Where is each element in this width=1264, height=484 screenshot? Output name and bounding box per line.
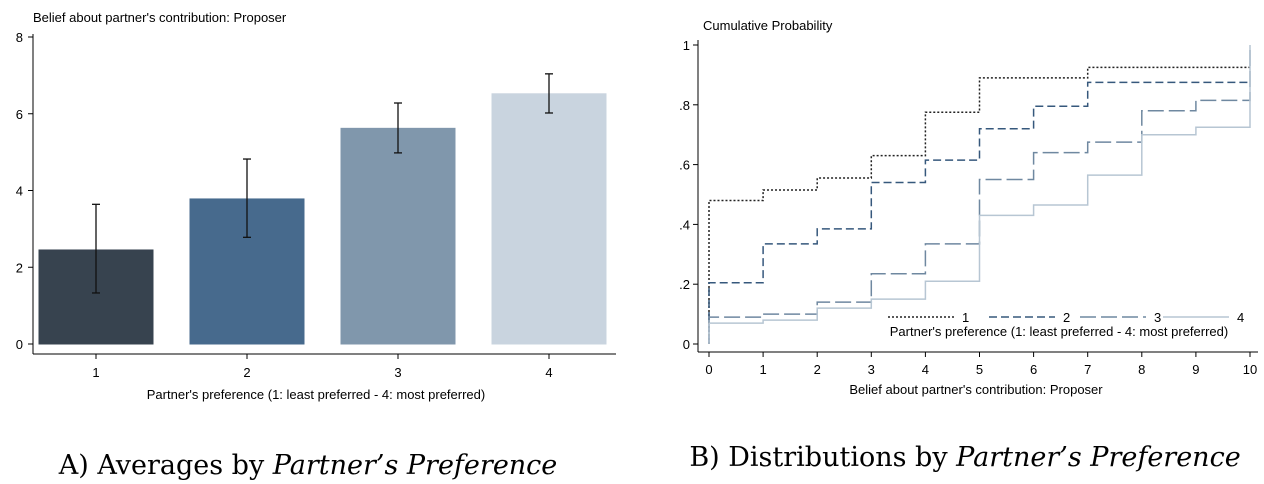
panel-b-x-tick-label: 9 [1192, 362, 1199, 377]
panel-b-x-tick-label: 6 [1030, 362, 1037, 377]
panel-b-y-tick-label: .8 [679, 98, 690, 113]
panel-b-series-line-4 [708, 45, 1251, 344]
panel-a-y-tick-label: 8 [16, 30, 23, 45]
panel-b-legend-label: 1 [962, 310, 969, 325]
panel-b-x-tick-label: 7 [1084, 362, 1091, 377]
panel-a-bar [189, 198, 305, 345]
panel-a-bar [491, 93, 607, 345]
panel-a-x-tick-label: 2 [243, 365, 250, 380]
panel-b-legend-label: 4 [1237, 310, 1244, 325]
panel-a-x-tick-label: 3 [394, 365, 401, 380]
panel-b-x-tick-label: 4 [922, 362, 929, 377]
panel-b-x-tick-label: 3 [868, 362, 875, 377]
panel-b-title: Cumulative Probability [703, 18, 833, 33]
panel-b-x-tick-label: 1 [759, 362, 766, 377]
panel-a-y-tick-label: 6 [16, 107, 23, 122]
panel-b-caption-italic: Partner’s Preference [955, 442, 1241, 473]
panel-b-caption: B) Distributions by Partner’s Preference [689, 442, 1240, 473]
panel-b-x-axis-label: Belief about partner's contribution: Pro… [849, 382, 1103, 397]
panel-b-x-tick-label: 8 [1138, 362, 1145, 377]
panel-b-legend-label: 2 [1063, 310, 1070, 325]
panel-a-y-tick-label: 4 [16, 184, 23, 199]
panel-b-series-lines [708, 45, 1251, 344]
panel-b-series-line-1 [708, 66, 1250, 344]
panel-a-error-bars [92, 73, 553, 294]
panel-b-cdf-chart: Cumulative Probability 0 .2 .4 .6 .8 1 0 1 2 3 4 5… [679, 18, 1258, 473]
panel-b-x-tick-label: 10 [1243, 362, 1257, 377]
panel-b-y-tick-label: .2 [679, 277, 690, 292]
panel-a-caption: A) Averages by Partner’s Preference [58, 450, 558, 481]
panel-a-y-tick-label: 2 [16, 260, 23, 275]
panel-b-legend: 1 2 3 4 [888, 310, 1244, 325]
panel-a-bar-chart: Belief about partner's contribution: Pro… [16, 10, 616, 481]
panel-a-title: Belief about partner's contribution: Pro… [33, 10, 287, 25]
panel-a-x-tick-label: 4 [545, 365, 552, 380]
panel-b-x-tick-label: 0 [705, 362, 712, 377]
panel-b-series-line-2 [708, 81, 1250, 344]
panel-b-x-tick-label: 2 [814, 362, 821, 377]
panel-b-legend-title: Partner's preference (1: least preferred… [890, 324, 1228, 339]
panel-a-bar [340, 127, 456, 345]
panel-b-series-line-3 [708, 45, 1251, 344]
panel-a-y-axis: 0 2 4 6 8 [16, 30, 33, 352]
panel-a-y-tick-label: 0 [16, 337, 23, 352]
panel-b-legend-label: 3 [1154, 310, 1161, 325]
panel-a-caption-italic: Partner’s Preference [272, 450, 558, 481]
panel-a-bars [38, 93, 607, 345]
panel-b-caption-prefix: B) Distributions by [689, 442, 956, 473]
panel-b-y-tick-label: .4 [679, 217, 690, 232]
panel-b-x-tick-label: 5 [976, 362, 983, 377]
panel-a-x-axis-label: Partner's preference (1: least preferred… [147, 387, 485, 402]
panel-a-x-axis: 1 2 3 4 [92, 354, 553, 380]
panel-a-caption-prefix: A) Averages by [58, 450, 273, 481]
panel-b-x-axis: 0 1 2 3 4 5 6 7 8 9 10 [705, 352, 1257, 377]
panel-a-x-tick-label: 1 [92, 365, 99, 380]
panel-b-y-axis: 0 .2 .4 .6 .8 1 [679, 38, 698, 352]
panel-b-y-tick-label: 1 [683, 38, 690, 53]
panel-b-y-tick-label: 0 [683, 337, 690, 352]
panel-b-y-tick-label: .6 [679, 158, 690, 173]
